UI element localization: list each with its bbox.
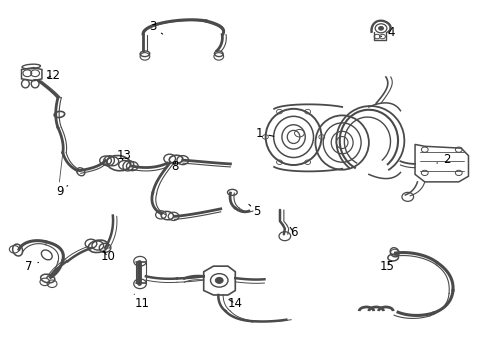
Text: 5: 5 — [249, 204, 261, 218]
Text: 8: 8 — [171, 161, 178, 174]
Text: 13: 13 — [117, 149, 132, 162]
Text: 12: 12 — [46, 69, 61, 82]
Text: 3: 3 — [149, 20, 163, 34]
Text: 9: 9 — [57, 185, 68, 198]
Text: 15: 15 — [380, 260, 395, 273]
Text: 11: 11 — [134, 294, 149, 310]
Text: 6: 6 — [290, 226, 297, 239]
Text: 10: 10 — [100, 250, 116, 263]
Circle shape — [379, 26, 384, 30]
Text: 7: 7 — [25, 260, 39, 273]
Circle shape — [216, 278, 223, 283]
Text: 1: 1 — [256, 127, 274, 140]
Text: 4: 4 — [381, 26, 394, 39]
Text: 2: 2 — [437, 153, 450, 166]
Text: 14: 14 — [228, 297, 243, 310]
